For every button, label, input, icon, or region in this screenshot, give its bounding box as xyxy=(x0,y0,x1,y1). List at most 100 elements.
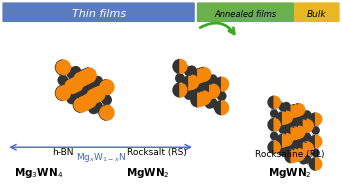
Circle shape xyxy=(308,159,314,165)
Circle shape xyxy=(294,117,303,125)
Circle shape xyxy=(297,143,310,155)
Circle shape xyxy=(276,102,281,107)
Circle shape xyxy=(189,85,195,91)
Circle shape xyxy=(278,148,287,156)
Circle shape xyxy=(200,87,207,93)
Circle shape xyxy=(200,77,207,83)
Wedge shape xyxy=(94,89,101,103)
Circle shape xyxy=(175,73,185,83)
Circle shape xyxy=(294,111,300,116)
Circle shape xyxy=(77,95,92,110)
Circle shape xyxy=(268,141,280,153)
FancyBboxPatch shape xyxy=(2,2,195,22)
Circle shape xyxy=(73,72,88,87)
Wedge shape xyxy=(194,92,201,106)
Circle shape xyxy=(195,91,201,97)
Circle shape xyxy=(75,72,82,79)
Wedge shape xyxy=(68,77,76,91)
Wedge shape xyxy=(180,60,187,73)
FancyBboxPatch shape xyxy=(294,2,340,22)
Wedge shape xyxy=(106,105,114,120)
Circle shape xyxy=(70,91,81,102)
Text: MgWN$_2$: MgWN$_2$ xyxy=(268,166,312,180)
Circle shape xyxy=(313,156,318,161)
Circle shape xyxy=(81,93,88,100)
Circle shape xyxy=(173,83,187,97)
Circle shape xyxy=(75,87,86,98)
Circle shape xyxy=(285,150,297,163)
Circle shape xyxy=(286,129,292,134)
Circle shape xyxy=(77,84,84,91)
Wedge shape xyxy=(292,149,299,161)
Wedge shape xyxy=(86,89,94,103)
Circle shape xyxy=(280,110,286,115)
Circle shape xyxy=(278,125,287,134)
Circle shape xyxy=(73,98,88,112)
Wedge shape xyxy=(201,92,208,106)
Circle shape xyxy=(208,74,218,84)
Wedge shape xyxy=(285,106,291,118)
Circle shape xyxy=(83,83,94,94)
Circle shape xyxy=(173,60,187,73)
Circle shape xyxy=(57,75,68,86)
Wedge shape xyxy=(301,142,307,154)
Circle shape xyxy=(290,150,295,156)
Circle shape xyxy=(297,121,310,133)
Circle shape xyxy=(90,88,96,94)
Circle shape xyxy=(304,117,310,123)
Circle shape xyxy=(215,77,228,91)
Circle shape xyxy=(66,94,77,104)
Wedge shape xyxy=(268,119,274,131)
Circle shape xyxy=(301,142,313,154)
Wedge shape xyxy=(85,95,92,110)
Circle shape xyxy=(294,133,300,139)
Wedge shape xyxy=(299,104,305,116)
Circle shape xyxy=(77,70,92,85)
Circle shape xyxy=(203,74,210,80)
Circle shape xyxy=(288,148,294,154)
Circle shape xyxy=(79,95,86,102)
Circle shape xyxy=(298,121,304,127)
Circle shape xyxy=(288,139,293,145)
Circle shape xyxy=(90,75,96,82)
Circle shape xyxy=(271,139,277,144)
Circle shape xyxy=(73,98,80,105)
Wedge shape xyxy=(291,128,297,140)
Circle shape xyxy=(72,74,79,81)
Circle shape xyxy=(77,95,84,102)
Wedge shape xyxy=(282,112,289,124)
Circle shape xyxy=(90,86,97,93)
Circle shape xyxy=(79,70,86,77)
Circle shape xyxy=(205,75,215,85)
Wedge shape xyxy=(289,149,295,162)
Wedge shape xyxy=(76,77,83,91)
Wedge shape xyxy=(285,128,291,140)
Circle shape xyxy=(55,60,70,75)
Wedge shape xyxy=(274,119,280,131)
Circle shape xyxy=(99,80,114,94)
Circle shape xyxy=(300,132,306,137)
Circle shape xyxy=(202,98,208,105)
Circle shape xyxy=(77,70,92,85)
Circle shape xyxy=(205,97,211,104)
Circle shape xyxy=(294,144,300,150)
Circle shape xyxy=(92,76,103,87)
Circle shape xyxy=(313,144,318,150)
Circle shape xyxy=(77,95,92,110)
Circle shape xyxy=(277,135,289,147)
Circle shape xyxy=(307,148,312,154)
Wedge shape xyxy=(295,127,301,139)
Circle shape xyxy=(288,117,293,122)
Circle shape xyxy=(212,103,219,109)
Circle shape xyxy=(66,66,73,73)
Circle shape xyxy=(90,87,105,101)
Circle shape xyxy=(185,75,199,89)
Circle shape xyxy=(289,127,301,139)
Circle shape xyxy=(186,74,192,80)
Circle shape xyxy=(288,115,294,120)
Circle shape xyxy=(193,70,199,76)
Circle shape xyxy=(207,83,213,89)
FancyBboxPatch shape xyxy=(197,2,294,22)
Circle shape xyxy=(84,91,91,98)
Circle shape xyxy=(282,124,291,133)
